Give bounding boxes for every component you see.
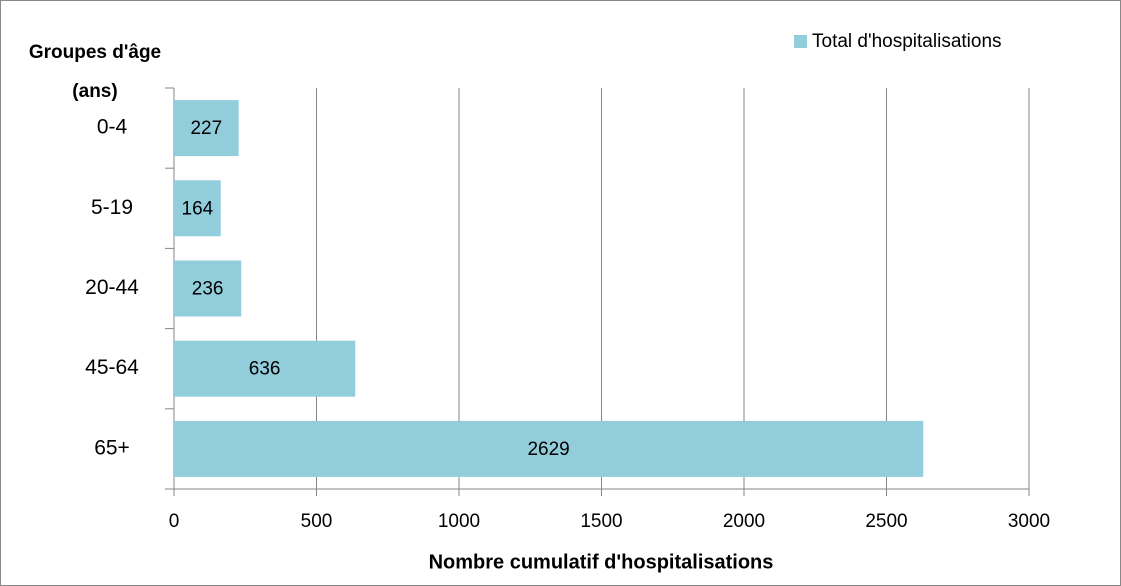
data-label: 636	[249, 359, 281, 380]
x-tick-label: 3000	[1008, 511, 1050, 532]
bar	[174, 340, 356, 397]
data-label: 2629	[527, 439, 569, 460]
x-tick-label: 1500	[580, 511, 622, 532]
y-axis-title: Groupes d'âge (ans)	[28, 42, 162, 102]
y-tick-label: 45-64	[85, 356, 139, 379]
data-label: 164	[182, 198, 214, 219]
legend-swatch	[794, 35, 807, 48]
x-tick-label: 1000	[438, 511, 480, 532]
bar	[174, 260, 242, 317]
y-tick-label: 65+	[94, 436, 130, 459]
legend-label: Total d'hospitalisations	[812, 31, 1002, 52]
x-tick-label: 500	[301, 511, 333, 532]
x-tick-label: 0	[169, 511, 180, 532]
x-tick-label: 2000	[723, 511, 765, 532]
x-axis-title: Nombre cumulatif d'hospitalisations	[429, 551, 774, 573]
y-tick-label: 0-4	[97, 116, 128, 139]
x-tick-label: 2500	[865, 511, 907, 532]
bar	[174, 180, 221, 237]
bar	[174, 100, 239, 157]
bar	[174, 420, 924, 477]
y-tick-label: 5-19	[91, 196, 133, 219]
data-label: 227	[190, 118, 222, 139]
data-label: 236	[192, 279, 224, 300]
y-tick-label: 20-44	[85, 276, 139, 299]
